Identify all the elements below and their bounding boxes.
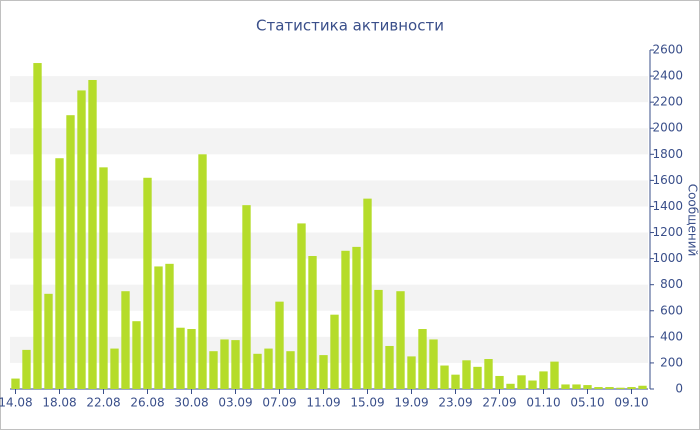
y-tick-label: 2600 [652, 43, 683, 57]
bar [297, 223, 306, 389]
y-tick-label: 1200 [652, 225, 683, 239]
y-tick-label: 800 [660, 277, 683, 291]
x-tick-label: 11.09 [306, 396, 340, 410]
grid-band [10, 128, 648, 155]
y-axis-title: Сообщений [686, 184, 700, 257]
bar [264, 348, 273, 389]
bar [605, 387, 614, 389]
bar [220, 339, 229, 389]
bar [440, 365, 449, 389]
x-tick-label: 18.08 [42, 396, 76, 410]
x-tick-label: 23.09 [438, 396, 472, 410]
bar [132, 321, 141, 389]
bar [231, 340, 240, 389]
bar [594, 387, 603, 389]
bar [99, 167, 108, 389]
bar [462, 360, 471, 389]
bar [473, 366, 482, 389]
bar [550, 361, 559, 389]
bar [319, 355, 328, 389]
bar [55, 158, 64, 389]
bar [495, 375, 504, 389]
bar [385, 345, 394, 389]
bar [627, 387, 636, 389]
bar [407, 356, 416, 389]
grid-band [10, 232, 648, 259]
y-tick-label: 2000 [652, 121, 683, 135]
bar [396, 291, 405, 389]
bar [209, 351, 218, 389]
bar [198, 154, 207, 389]
bar [286, 351, 295, 389]
bar [22, 349, 31, 389]
y-tick-label: 0 [675, 382, 683, 396]
bar [44, 293, 53, 389]
bar [418, 329, 427, 389]
bar [539, 371, 548, 389]
bar [11, 378, 20, 389]
bar [77, 90, 86, 390]
x-tick-label: 26.08 [130, 396, 164, 410]
bar [253, 353, 262, 389]
bar [374, 289, 383, 389]
bar [275, 301, 284, 389]
bar [638, 385, 647, 389]
x-tick-label: 09.10 [614, 396, 648, 410]
bar [451, 374, 460, 389]
y-tick-label: 1800 [652, 147, 683, 161]
bar [165, 263, 174, 389]
bar [583, 385, 592, 389]
x-tick-label: 30.08 [174, 396, 208, 410]
x-tick-label: 27.09 [482, 396, 516, 410]
grid-band [10, 180, 648, 207]
bar [484, 359, 493, 389]
y-tick-label: 1000 [652, 251, 683, 265]
grid-band [10, 76, 648, 103]
bar [572, 384, 581, 389]
bar [363, 198, 372, 389]
bar [187, 329, 196, 389]
chart-title: Статистика активности [256, 17, 444, 35]
y-tick-label: 2200 [652, 95, 683, 109]
bar [154, 266, 163, 389]
y-tick-label: 2400 [652, 69, 683, 83]
bar [528, 380, 537, 389]
bar [341, 250, 350, 389]
bar [88, 79, 97, 389]
y-tick-label: 1600 [652, 173, 683, 187]
bar [429, 339, 438, 389]
bar [330, 314, 339, 389]
bar [506, 383, 515, 389]
x-tick-label: 14.08 [0, 396, 33, 410]
bar [110, 348, 119, 389]
y-tick-label: 600 [660, 303, 683, 317]
grid-band [10, 284, 648, 311]
x-tick-label: 07.09 [262, 396, 296, 410]
x-tick-label: 05.10 [570, 396, 604, 410]
bar [176, 327, 185, 389]
bar [517, 375, 526, 389]
bar [143, 177, 152, 389]
bar [242, 205, 251, 389]
x-tick-label: 22.08 [86, 396, 120, 410]
bar [352, 246, 361, 389]
y-tick-label: 1400 [652, 199, 683, 213]
y-tick-label: 400 [660, 329, 683, 343]
bar [308, 256, 317, 389]
bar [616, 387, 625, 389]
bar [66, 115, 75, 389]
bar [121, 291, 130, 389]
x-tick-label: 15.09 [350, 396, 384, 410]
x-tick-label: 03.09 [218, 396, 252, 410]
x-tick-label: 01.10 [526, 396, 560, 410]
x-tick-label: 19.09 [394, 396, 428, 410]
bar [33, 63, 42, 390]
bar [561, 384, 570, 389]
y-tick-label: 200 [660, 355, 683, 369]
